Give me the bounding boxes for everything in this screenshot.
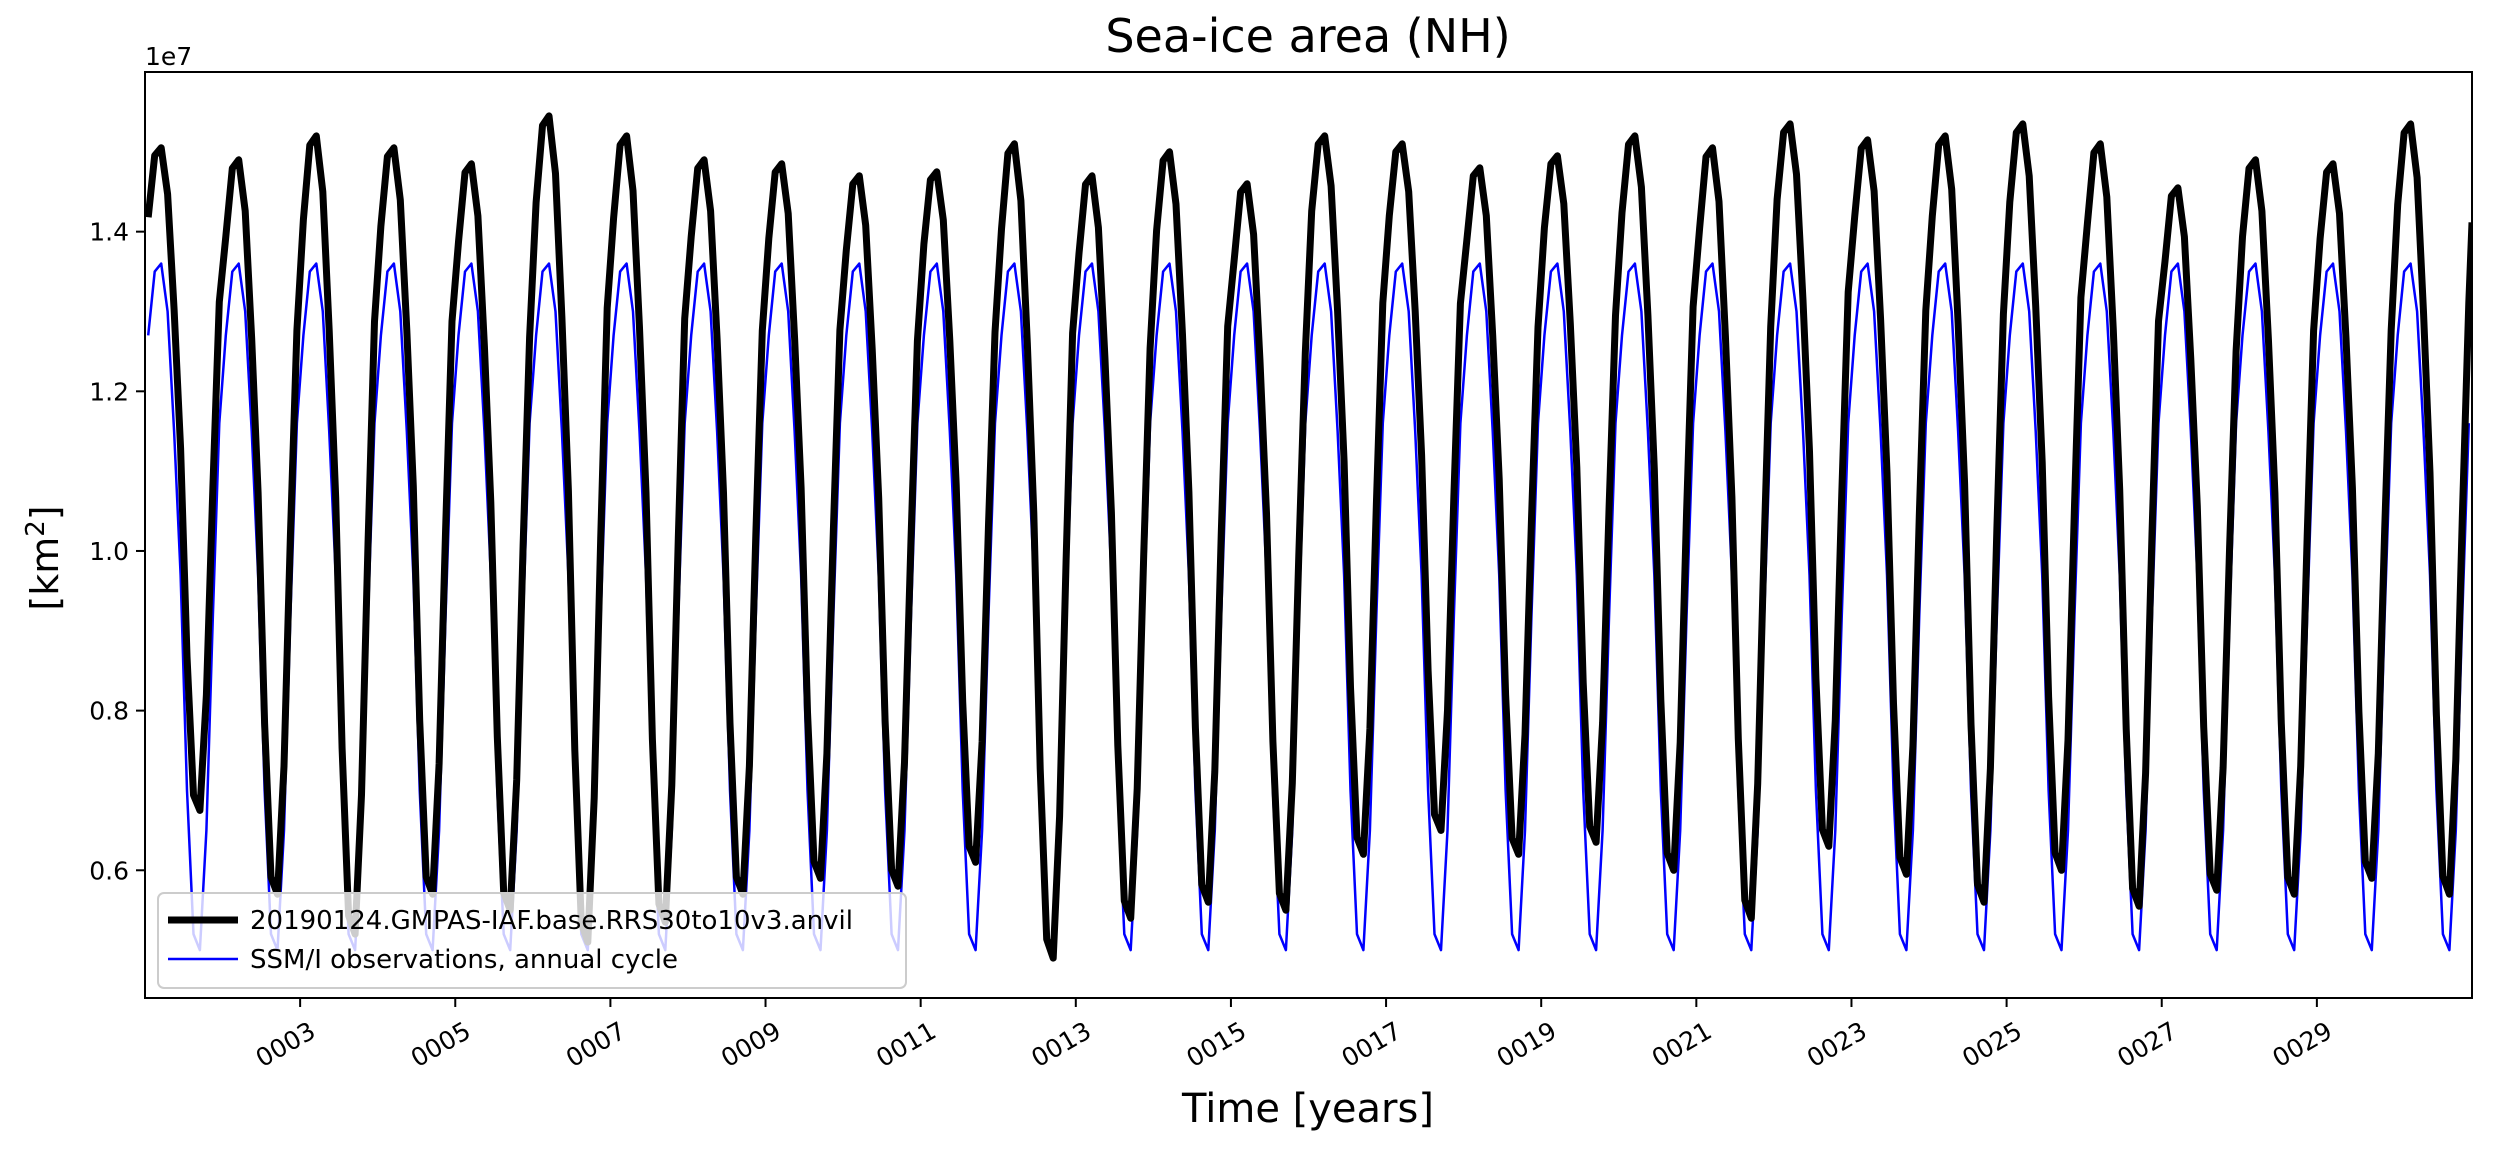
y-axis-label: [km2]	[21, 505, 67, 610]
y-tick-label: 0.6	[89, 856, 129, 885]
series-line-gmpas-model	[145, 112, 2472, 962]
y-tick-label: 1.0	[89, 537, 129, 566]
y-offset-text: 1e7	[145, 42, 192, 71]
legend-label-ssmi-observations: SSM/I observations, annual cycle	[250, 945, 678, 975]
y-tick-label: 1.4	[89, 218, 129, 247]
legend: 20190124.GMPAS-IAF.base.RRS30to10v3.anvi…	[157, 892, 907, 989]
legend-label-gmpas-model: 20190124.GMPAS-IAF.base.RRS30to10v3.anvi…	[250, 906, 853, 936]
plot-frame	[144, 71, 2473, 999]
chart-title: Sea-ice area (NH)	[1105, 9, 1510, 63]
y-tick-label: 1.2	[89, 377, 129, 406]
y-tick-label: 0.8	[89, 697, 129, 726]
x-axis-label: Time [years]	[1181, 1086, 1434, 1132]
series-line-ssmi-observations	[146, 262, 2471, 952]
legend-box	[157, 892, 907, 989]
